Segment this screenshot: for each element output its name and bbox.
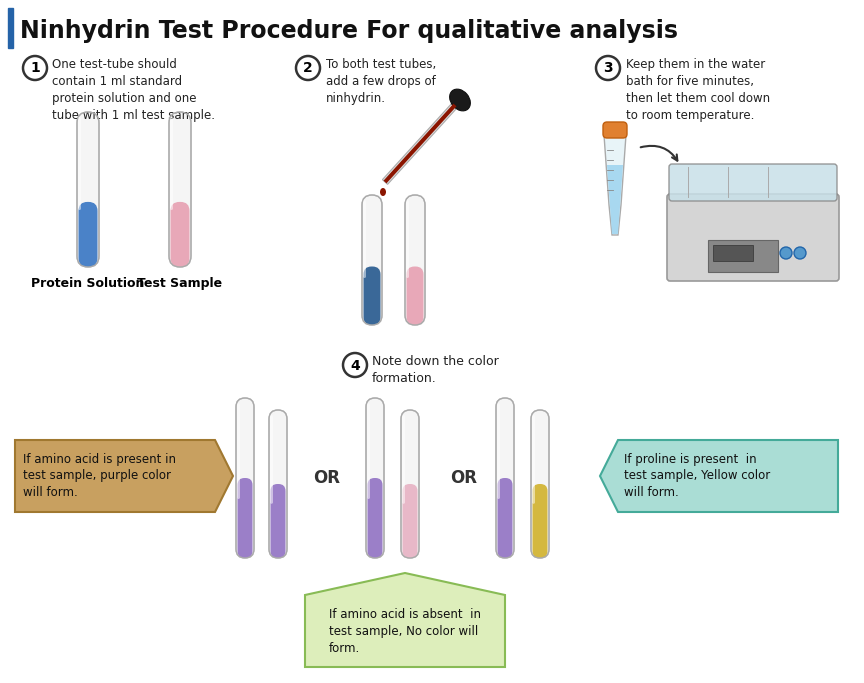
- Circle shape: [23, 56, 47, 80]
- FancyBboxPatch shape: [497, 403, 500, 499]
- FancyBboxPatch shape: [532, 484, 548, 558]
- Text: 4: 4: [350, 359, 360, 372]
- FancyBboxPatch shape: [238, 478, 252, 558]
- Bar: [713, 245, 753, 261]
- FancyBboxPatch shape: [532, 415, 535, 504]
- Text: Ninhydrin Test Procedure For qualitative analysis: Ninhydrin Test Procedure For qualitative…: [20, 19, 678, 43]
- FancyBboxPatch shape: [498, 478, 512, 558]
- FancyBboxPatch shape: [403, 484, 417, 558]
- Text: If amino acid is absent  in
test sample, No color will
form.: If amino acid is absent in test sample, …: [329, 607, 481, 654]
- FancyBboxPatch shape: [79, 202, 98, 267]
- FancyBboxPatch shape: [496, 398, 514, 558]
- Text: Note down the color
formation.: Note down the color formation.: [372, 355, 499, 385]
- FancyBboxPatch shape: [366, 398, 384, 558]
- Circle shape: [296, 56, 320, 80]
- Circle shape: [780, 247, 792, 259]
- Text: One test-tube should
contain 1 ml standard
protein solution and one
tube with 1 : One test-tube should contain 1 ml standa…: [52, 58, 215, 122]
- Text: 3: 3: [603, 61, 613, 76]
- Circle shape: [596, 56, 620, 80]
- Text: Protein Solution: Protein Solution: [31, 277, 144, 290]
- Polygon shape: [15, 440, 233, 512]
- FancyBboxPatch shape: [270, 415, 273, 504]
- Text: If amino acid is present in
test sample, purple color
will form.: If amino acid is present in test sample,…: [23, 453, 176, 499]
- Polygon shape: [305, 573, 505, 667]
- FancyBboxPatch shape: [77, 112, 99, 267]
- FancyBboxPatch shape: [406, 200, 409, 278]
- FancyBboxPatch shape: [367, 403, 370, 499]
- FancyBboxPatch shape: [236, 398, 254, 558]
- Polygon shape: [383, 102, 458, 184]
- Text: Test Sample: Test Sample: [137, 277, 223, 290]
- Polygon shape: [600, 440, 838, 512]
- Polygon shape: [607, 165, 623, 234]
- FancyBboxPatch shape: [669, 164, 837, 201]
- FancyBboxPatch shape: [406, 266, 423, 325]
- FancyBboxPatch shape: [362, 195, 382, 325]
- FancyBboxPatch shape: [401, 410, 419, 558]
- Text: 1: 1: [30, 61, 40, 76]
- Text: OR: OR: [450, 469, 478, 487]
- FancyBboxPatch shape: [603, 122, 627, 138]
- Circle shape: [794, 247, 806, 259]
- FancyBboxPatch shape: [237, 403, 240, 499]
- Ellipse shape: [380, 188, 386, 196]
- Bar: [708, 240, 778, 272]
- FancyBboxPatch shape: [170, 202, 189, 267]
- FancyBboxPatch shape: [402, 415, 405, 504]
- FancyBboxPatch shape: [169, 112, 191, 267]
- FancyBboxPatch shape: [78, 117, 81, 210]
- Ellipse shape: [449, 89, 470, 111]
- Polygon shape: [384, 104, 456, 183]
- Text: 2: 2: [303, 61, 313, 76]
- Polygon shape: [604, 135, 626, 235]
- Bar: [8, 8, 13, 48]
- Circle shape: [343, 353, 367, 377]
- Text: Keep them in the water
bath for five minutes,
then let them cool down
to room te: Keep them in the water bath for five min…: [626, 58, 770, 122]
- FancyBboxPatch shape: [269, 410, 287, 558]
- FancyBboxPatch shape: [363, 200, 366, 278]
- FancyBboxPatch shape: [270, 484, 285, 558]
- Text: If proline is present  in
test sample, Yellow color
will form.: If proline is present in test sample, Ye…: [624, 453, 770, 499]
- FancyBboxPatch shape: [667, 194, 839, 281]
- FancyBboxPatch shape: [367, 478, 383, 558]
- Text: To both test tubes,
add a few drops of
ninhydrin.: To both test tubes, add a few drops of n…: [326, 58, 436, 105]
- FancyBboxPatch shape: [170, 117, 173, 210]
- Text: OR: OR: [314, 469, 340, 487]
- FancyBboxPatch shape: [531, 410, 549, 558]
- FancyBboxPatch shape: [364, 266, 380, 325]
- FancyBboxPatch shape: [405, 195, 425, 325]
